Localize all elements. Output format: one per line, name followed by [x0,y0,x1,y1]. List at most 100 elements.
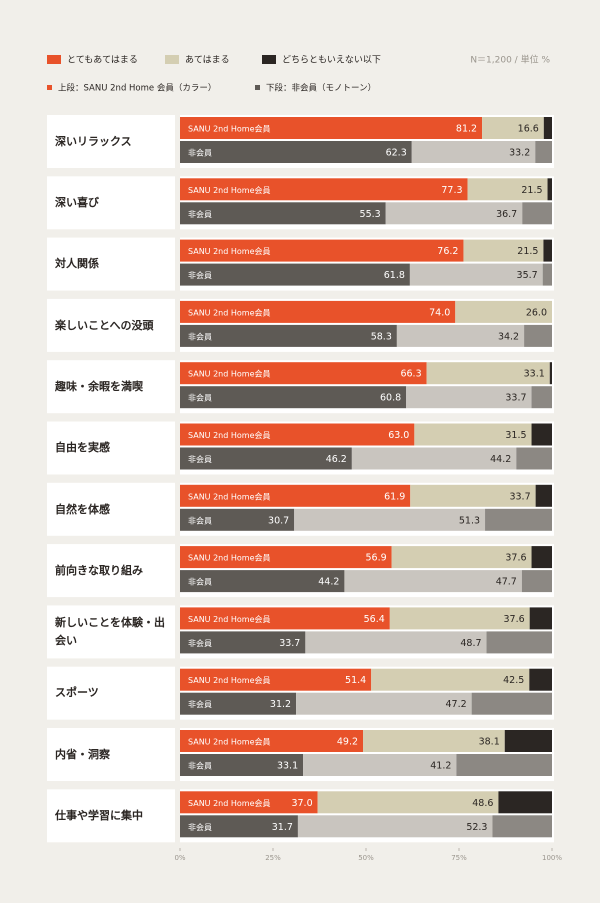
bar-segment [317,791,499,814]
category-label: 深いリラックス [55,134,132,148]
value-label: 31.2 [270,699,291,710]
group-label: 非会員 [188,638,212,648]
bar-segment [396,324,525,347]
value-label: 36.7 [496,209,517,220]
x-tick-label: 50% [358,854,374,862]
category-box: 対人関係 [55,257,99,270]
value-label: 33.7 [279,638,300,649]
group-label: SANU 2nd Home会員 [188,369,271,379]
bar-segment [294,508,486,531]
x-tick-label: 75% [451,854,467,862]
bar-segment [529,607,552,630]
bar-segment [522,202,552,225]
category-box: 自由を実感 [55,441,110,454]
bar-segment [180,546,392,569]
legend-label: あてはまる [185,55,230,66]
value-label: 47.2 [445,699,466,710]
value-label: 61.9 [384,491,405,502]
bar-segment [180,117,483,139]
bar-segment [180,141,412,163]
value-label: 48.7 [460,638,481,649]
bar-segment [363,730,505,752]
group-label: SANU 2nd Home会員 [188,430,271,440]
bar-segment [504,730,552,752]
bar-segment [180,631,306,654]
category-box: 自然を体感 [55,503,110,516]
legend-swatch [47,55,61,64]
value-label: 48.6 [472,798,493,809]
group-label: SANU 2nd Home会員 [188,675,271,685]
legend-label: どちらともいえない以下 [282,55,381,66]
group-label: SANU 2nd Home会員 [188,798,271,808]
value-label: 31.5 [505,430,526,441]
bar-segment [180,263,410,286]
group-label: SANU 2nd Home会員 [188,185,271,195]
value-label: 37.6 [504,614,525,625]
group-label: 非会員 [188,270,212,280]
bar-segment [305,631,487,654]
value-label: 44.2 [490,454,511,465]
bar-segment [296,692,472,715]
category-box: 内省・洞察 [55,747,110,761]
bar-segment [414,423,532,446]
category-box: 新しいことを体験・出会い [55,616,165,647]
category-box: 楽しいことへの没頭 [55,318,154,332]
bar-segment [351,447,517,470]
bar-segment [492,815,552,838]
bar-segment [543,117,552,139]
category-panel [47,666,175,720]
category-label: 楽しいことへの没頭 [55,318,154,332]
bar-segment [409,263,543,286]
group-label: SANU 2nd Home会員 [188,614,271,624]
bar-segment [485,508,552,531]
category-panel [47,115,175,168]
category-label: 仕事や学習に集中 [55,809,143,822]
bar-segment [543,239,552,262]
value-label: 77.3 [441,185,462,196]
bar-segment [549,362,552,385]
group-label: SANU 2nd Home会員 [188,491,271,501]
bar-segment [180,362,427,385]
category-label: 内省・洞察 [55,747,110,761]
group-label: SANU 2nd Home会員 [188,307,271,317]
bar-segment [463,239,544,262]
value-label: 47.7 [496,577,517,588]
bar-segment [521,570,552,593]
bar-segment [180,423,415,446]
category-panel [47,482,175,536]
category-box: 前向きな取り組み [55,563,143,577]
category-panel [47,298,175,352]
category-label: 前向きな取り組み [55,563,143,577]
value-label: 31.7 [272,822,293,833]
bar-segment [180,730,364,752]
category-label: 趣味・余暇を満喫 [55,379,143,393]
category-panel [47,176,175,230]
bar-segment [180,607,390,630]
value-label: 30.7 [268,515,289,526]
value-label: 21.5 [521,185,542,196]
group-label: 非会員 [188,515,212,525]
group-label: SANU 2nd Home会員 [188,553,271,563]
bar-segment [535,484,552,507]
bar-segment [531,423,552,446]
value-label: 33.2 [509,148,530,159]
bar-segment [535,141,552,163]
bar-segment [180,386,407,409]
value-label: 41.2 [430,761,451,772]
value-label: 34.2 [498,331,519,342]
legend-note: N＝1,200 / 単位 % [470,54,550,66]
group-label: SANU 2nd Home会員 [188,737,271,747]
value-label: 37.0 [291,798,312,809]
bar-segment [385,202,523,225]
bar-segment [180,692,297,715]
value-label: 52.3 [466,822,487,833]
key-swatch [255,85,260,90]
category-panel [47,360,175,414]
category-label: 新しいことを体験・出会い [55,616,165,647]
bar-segment [180,668,372,691]
key-top: 上段：SANU 2nd Home 会員（カラー） [58,83,216,94]
bar-segment [516,447,552,470]
value-label: 66.3 [400,369,421,380]
group-label: 非会員 [188,577,212,587]
value-label: 16.6 [518,124,539,135]
